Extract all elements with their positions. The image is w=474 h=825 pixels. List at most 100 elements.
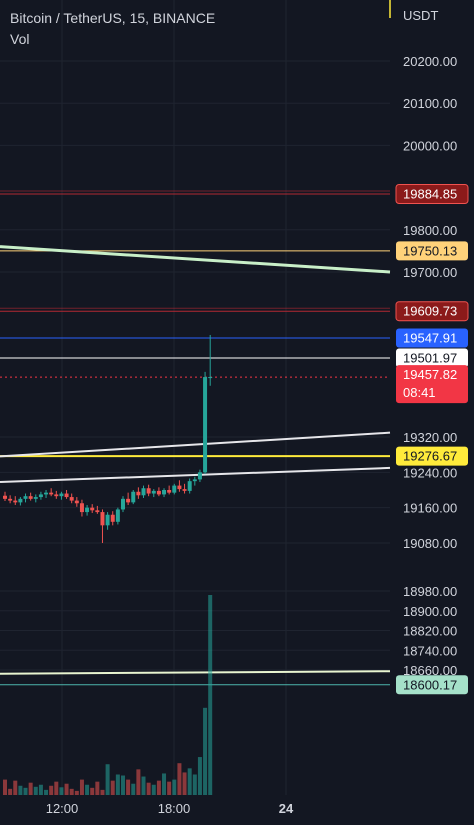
volume-bar-6: [33, 786, 38, 795]
y-tick-1: 20100.00: [403, 96, 457, 111]
time-axis[interactable]: 12:00 18:00 24: [46, 801, 294, 816]
candle-body-5: [28, 496, 33, 499]
candle-body-3: [18, 498, 23, 503]
trend-line-lower: [0, 466, 391, 484]
candle-body-1: [8, 498, 13, 501]
y-tick-0: 20200.00: [403, 54, 457, 69]
y-tick-11: 18820.00: [403, 624, 457, 639]
price-axis[interactable]: USDT 20200.00 20100.00 20000.00 19800.00 1970…: [389, 0, 457, 678]
volume-bar-22: [115, 774, 120, 795]
volume-bar-28: [146, 782, 151, 795]
volume-bar-34: [177, 763, 182, 795]
volume-bar-0: [3, 779, 7, 795]
volume-bar-19: [100, 789, 105, 795]
price-badge-6: [396, 446, 468, 466]
volume-bar-33: [172, 779, 177, 795]
volume-bar-8: [44, 789, 49, 795]
price-badge-label-1: 19750.13: [403, 243, 457, 258]
candle-body-31: [162, 490, 167, 495]
candle-body-22: [115, 509, 120, 522]
volume-bar-37: [192, 774, 197, 795]
candle-body-34: [177, 485, 182, 490]
x-tick-1: 18:00: [158, 801, 191, 816]
candle-body-20: [105, 514, 110, 526]
x-tick-0: 12:00: [46, 801, 79, 816]
candle-body-35: [182, 489, 187, 491]
candle-body-9: [49, 492, 54, 495]
volume-bar-2: [13, 780, 18, 795]
volume-bar-18: [95, 781, 100, 795]
price-badge-label-5: 19457.82: [403, 367, 457, 382]
candle-body-36: [187, 481, 192, 491]
volume-bar-32: [167, 781, 172, 795]
volume-bar-5: [28, 782, 33, 795]
volume-bar-38: [197, 757, 202, 795]
candle-body-6: [33, 497, 38, 499]
candle-body-8: [44, 492, 49, 495]
y-tick-10: 18900.00: [403, 604, 457, 619]
price-badge-7: [396, 675, 468, 695]
volume-bar-27: [141, 776, 146, 795]
volume-bar-16: [85, 784, 90, 795]
volume-bar-12: [64, 783, 69, 795]
price-badge-label-7: 18600.17: [403, 677, 457, 692]
candle-body-10: [54, 494, 59, 497]
price-badge-label-3: 19547.91: [403, 331, 457, 346]
candle-body-38: [197, 472, 202, 480]
y-tick-4: 19700.00: [403, 265, 457, 280]
volume-bar-40: [208, 595, 213, 795]
candle-body-0: [3, 495, 7, 499]
candle-body-40: [208, 377, 213, 379]
y-tick-8: 19080.00: [403, 536, 457, 551]
volume-bar-30: [156, 780, 161, 795]
volume-bar-15: [79, 779, 84, 795]
y-tick-12: 18740.00: [403, 643, 457, 658]
candle-body-25: [131, 491, 136, 503]
candle-body-7: [38, 494, 43, 498]
y-tick-3: 19800.00: [403, 223, 457, 238]
volume-label[interactable]: Vol: [10, 31, 30, 47]
y-tick-9: 18980.00: [403, 584, 457, 599]
candle-body-29: [151, 490, 156, 494]
candle-body-37: [192, 479, 197, 482]
volume-bar-35: [182, 772, 187, 795]
price-badge-4: [396, 348, 468, 368]
price-badges: 19884.85 19750.13 19609.73 19547.91 19501.97…: [395, 183, 469, 695]
price-badge-5: [396, 365, 468, 404]
volume-bar-14: [74, 790, 79, 795]
candle-body-16: [85, 507, 90, 513]
volume-bar-26: [136, 769, 141, 795]
volume-bar-20: [105, 764, 110, 795]
volume-bars: [3, 595, 213, 795]
candle-body-17: [90, 507, 95, 511]
candle-body-24: [126, 498, 131, 503]
volume-bar-4: [23, 787, 28, 795]
price-badge-label-2: 19609.73: [403, 304, 457, 319]
candle-body-28: [146, 488, 151, 494]
volume-bar-23: [120, 775, 125, 795]
volume-bar-29: [151, 784, 156, 795]
volume-bar-13: [69, 788, 74, 795]
candle-body-12: [64, 493, 69, 498]
symbol-title[interactable]: Bitcoin / TetherUS, 15, BINANCE: [10, 10, 216, 26]
trend-lines: [0, 190, 391, 686]
volume-bar-10: [54, 781, 59, 795]
candle-body-4: [23, 496, 28, 499]
volume-bar-31: [162, 773, 167, 795]
candle-body-21: [110, 514, 115, 522]
countdown-label: 08:41: [403, 385, 436, 400]
candle-body-32: [167, 490, 172, 493]
candle-body-18: [95, 510, 100, 513]
volume-bar-9: [49, 785, 54, 795]
candle-body-26: [136, 491, 141, 496]
candles: [3, 334, 213, 543]
volume-bar-36: [187, 768, 192, 795]
price-badge-label-4: 19501.97: [403, 350, 457, 365]
candle-body-27: [141, 488, 146, 496]
candle-body-30: [156, 490, 161, 495]
y-tick-2: 20000.00: [403, 138, 457, 153]
price-badge-2: [395, 301, 469, 322]
trend-line-top: [0, 245, 391, 274]
volume-bar-1: [8, 788, 13, 795]
